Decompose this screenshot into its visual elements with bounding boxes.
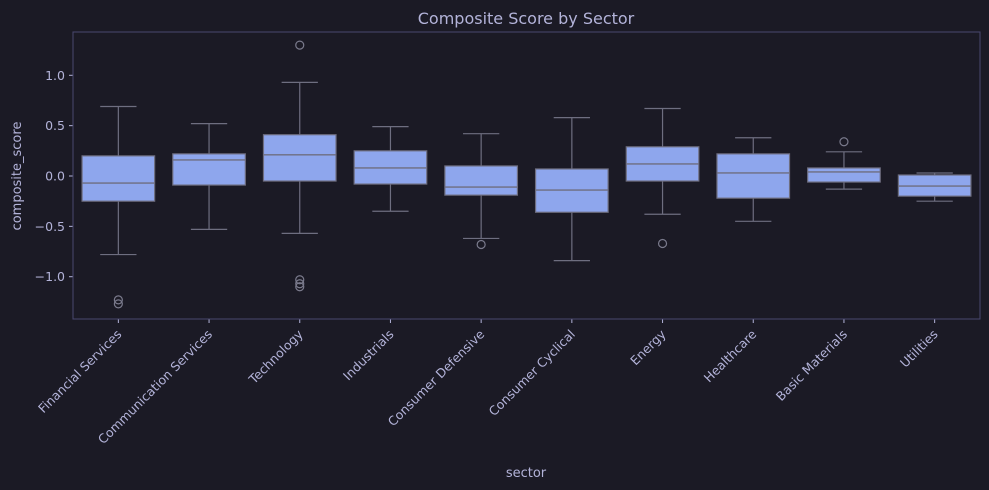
x-tick-label: Healthcare [701,326,760,385]
x-axis-label: sector [506,466,547,481]
x-tick-label: Utilities [897,327,941,371]
outlier-point [295,275,305,285]
box-iqr [444,165,519,196]
y-tick-label: −1.0 [35,269,65,284]
x-tick-label: Industrials [340,327,397,384]
y-axis-label: composite_score [10,122,25,231]
box-group [81,105,156,309]
box-group [534,116,609,262]
box-group [262,40,337,292]
outlier-point [113,295,123,305]
y-tick-label: −0.5 [35,219,65,234]
x-tick-label: Financial Services [35,327,124,416]
box-group [897,172,972,202]
outlier-point [839,137,849,147]
box-group [807,137,881,190]
box-group [353,126,428,212]
x-tick-label: Consumer Cyclical [486,327,578,419]
y-tick-label: 0.0 [45,169,65,184]
box-iqr [262,134,337,182]
y-tick-label: 0.5 [45,118,65,133]
x-tick-label: Consumer Defensive [385,326,488,429]
outlier-point [295,282,305,292]
outlier-point [113,299,123,309]
box-group [716,137,791,222]
outlier-point [295,279,305,289]
box-iqr [807,167,881,183]
plot-frame [72,31,981,320]
box-iqr [172,153,246,186]
box-iqr [716,153,791,199]
box-iqr [81,155,156,202]
x-tick-label: Technology [245,326,306,387]
y-axis: −1.0 −0.5 0.0 0.5 1.0 [35,68,73,284]
x-tick-label: Energy [627,326,669,368]
outlier-point [657,238,668,249]
box-group [444,133,519,250]
x-tick-label: Basic Materials [773,327,850,404]
box-group [625,107,700,249]
chart-title: Composite Score by Sector [418,9,635,28]
y-tick-label: 1.0 [45,68,65,83]
box-group [172,123,246,230]
outlier-point [295,40,305,50]
outlier-point [476,239,486,250]
plot-area [81,40,972,309]
